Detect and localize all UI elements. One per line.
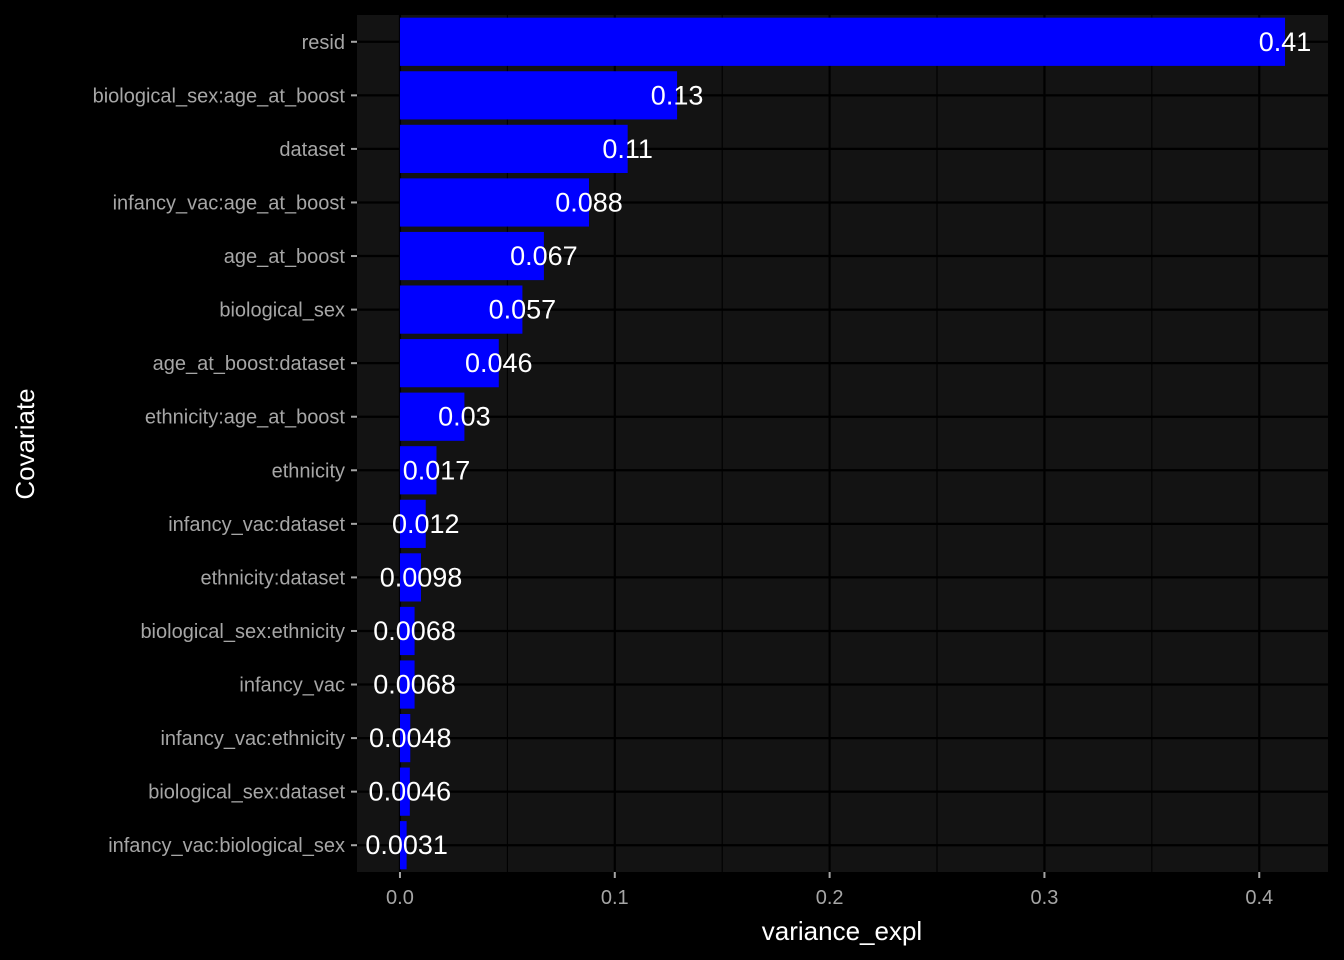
y-tick-label: infancy_vac [239,675,345,697]
bar-value-label: 0.057 [489,295,557,325]
bar [399,767,410,816]
x-tick-label: 0.0 [386,887,414,909]
bar-value-label: 0.0046 [369,777,452,807]
bar [399,178,590,227]
x-tick-label: 0.1 [601,887,629,909]
bar [399,499,426,548]
y-tick-label: age_at_boost:dataset [153,353,346,375]
y-tick-label: infancy_vac:dataset [168,514,345,536]
x-tick-label: 0.4 [1245,887,1273,909]
bar-value-label: 0.11 [602,134,653,164]
bar [399,231,544,281]
y-tick-label: biological_sex [219,300,345,322]
bar [399,124,628,174]
bar-value-label: 0.067 [510,241,578,271]
y-tick-label: dataset [279,139,345,161]
y-tick-label: resid [302,32,345,54]
y-tick-label: infancy_vac:biological_sex [108,835,345,857]
bar [399,285,523,334]
bar-value-label: 0.0098 [380,562,463,592]
bar-value-label: 0.0068 [373,670,456,700]
bar [399,660,415,709]
bar [399,713,411,763]
x-tick-label: 0.3 [1031,887,1059,909]
bar-value-label: 0.0068 [373,616,456,646]
y-tick-label: biological_sex:ethnicity [140,621,345,643]
bar [399,606,415,656]
bar [399,339,499,388]
y-tick-label: biological_sex:dataset [148,782,345,804]
x-axis-title: variance_expl [762,916,922,946]
bar-value-label: 0.13 [651,80,704,110]
bar [399,71,678,120]
y-tick-label: infancy_vac:age_at_boost [113,192,346,214]
y-tick-label: biological_sex:age_at_boost [93,85,346,107]
bar [399,446,437,495]
bar-value-label: 0.41 [1259,27,1312,57]
bar-value-label: 0.017 [403,455,471,485]
bar-value-label: 0.046 [465,348,533,378]
bar-value-label: 0.0048 [369,723,452,753]
x-tick-label: 0.2 [816,887,844,909]
y-tick-label: infancy_vac:ethnicity [160,728,345,750]
bar-value-label: 0.012 [392,509,460,539]
bar [399,17,1286,66]
bar-value-label: 0.088 [555,187,623,217]
y-tick-label: ethnicity:dataset [200,567,345,589]
bar-value-label: 0.03 [438,402,491,432]
y-tick-label: ethnicity:age_at_boost [145,407,346,429]
data-labels-layer: 0.41 0.13 0.11 0.088 0.067 0.057 0.046 0.03 0.01… [365,27,1311,860]
x-axis: 0.0 0.1 0.2 0.3 0.4 [386,872,1273,909]
bar [399,553,422,602]
y-tick-label: ethnicity [272,460,345,482]
bar [399,821,407,870]
bars-layer [399,17,1286,870]
bar [399,392,465,441]
bar-value-label: 0.0031 [365,830,448,860]
y-tick-label: age_at_boost [224,246,346,268]
y-axis-title: Covariate [10,388,40,499]
